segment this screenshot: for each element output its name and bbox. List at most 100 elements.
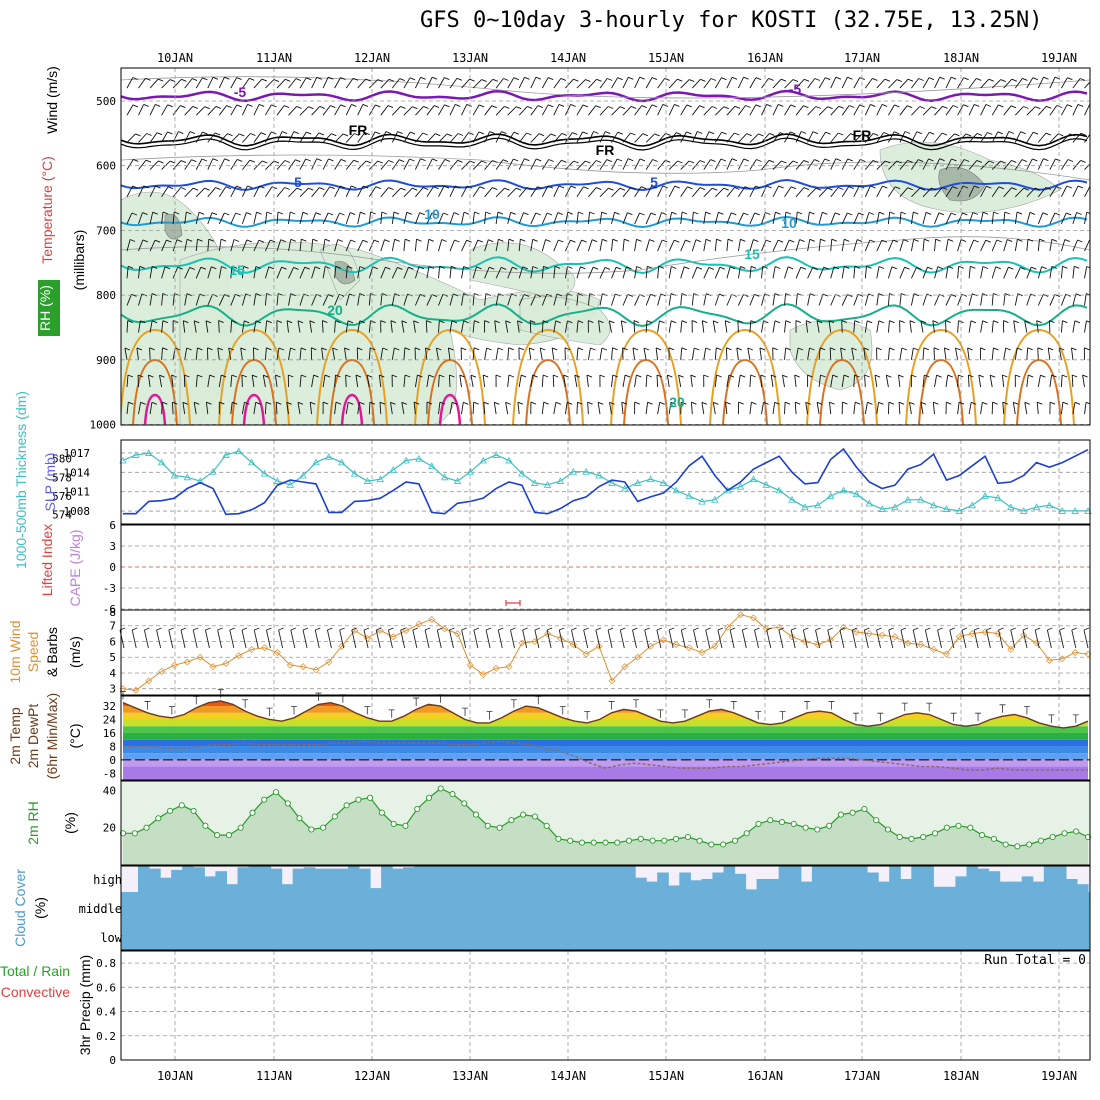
wind-barb-flag xyxy=(1048,347,1054,351)
wind-barb-flag xyxy=(508,347,514,351)
thickness-point xyxy=(852,490,861,498)
wind-barb xyxy=(633,320,636,333)
wind-barb-flag xyxy=(359,293,365,297)
wind-barb-flag xyxy=(247,103,253,107)
wind10-barb xyxy=(278,629,284,649)
wind-barb-flag xyxy=(208,238,214,242)
wind-barb-flag xyxy=(829,401,835,405)
wind-barb-flag xyxy=(370,347,376,351)
wind-barb-flag xyxy=(711,106,718,109)
wind-barb-flag xyxy=(745,105,751,108)
wind-barb-flag xyxy=(725,401,731,405)
wind-barb xyxy=(980,78,990,89)
wind-barb xyxy=(841,186,850,198)
wind-barb-flag xyxy=(177,266,183,270)
wind-barb-flag xyxy=(913,347,919,351)
cloud-high-bar xyxy=(513,866,526,892)
wind-barb xyxy=(1037,266,1043,279)
wind-barb xyxy=(322,212,329,225)
wind-barb-flag xyxy=(835,76,842,80)
wind-barb xyxy=(184,293,188,306)
wind-barb xyxy=(334,239,339,252)
wind-barb-flag xyxy=(954,133,960,137)
wind-barb xyxy=(1060,239,1066,252)
wind-barb-flag xyxy=(146,133,152,136)
wind-barb xyxy=(564,320,568,333)
wind-barb xyxy=(899,105,908,116)
y-tick-label: 0.4 xyxy=(96,1006,116,1019)
temp-minmax-bar xyxy=(266,707,273,717)
wind-barb-flag xyxy=(655,347,662,351)
wind-barb-flag xyxy=(215,105,222,109)
wind-barb-flag xyxy=(598,320,604,324)
wind-barb xyxy=(680,104,688,116)
wind10-barb-flag xyxy=(583,627,589,631)
wind-barb xyxy=(138,239,144,252)
wind-barb xyxy=(830,375,834,388)
temp-contour-5 xyxy=(121,178,1088,192)
wind-barb-flag xyxy=(537,105,544,109)
wind-barb xyxy=(887,293,890,306)
wind-barb xyxy=(334,374,336,388)
wind-barb-flag xyxy=(474,211,480,215)
thickness-point xyxy=(608,479,616,486)
wind-barb xyxy=(228,347,232,360)
wind-barb-flag xyxy=(140,401,146,405)
wind-barb xyxy=(311,375,315,388)
wind-barb xyxy=(597,402,601,415)
wind-barb xyxy=(703,187,713,198)
wind-barb xyxy=(172,160,182,170)
wind-barb-flag xyxy=(166,239,172,243)
wind-barb xyxy=(297,320,301,333)
temp-contour-25-loop xyxy=(905,328,977,425)
wind-barb-flag xyxy=(805,320,812,324)
temp-contour-20 xyxy=(121,303,1088,328)
wind-barb xyxy=(945,186,953,198)
rh2m-point xyxy=(696,837,703,844)
wind-barb xyxy=(643,347,647,360)
wind-barb xyxy=(795,160,805,170)
wind-barb-flag xyxy=(1045,132,1052,136)
rh2m-point xyxy=(202,822,209,829)
wind-barb-flag xyxy=(439,374,445,378)
wind10-barb-flag xyxy=(1071,627,1077,631)
wind-barb-flag xyxy=(385,131,392,135)
wind-barb-flag xyxy=(924,374,930,378)
wind-barb-flag xyxy=(913,238,919,242)
wind-barb-flag xyxy=(851,347,857,351)
wind-barb xyxy=(588,187,597,198)
wind-barb-flag xyxy=(128,401,134,405)
wind-barb-flag xyxy=(359,266,365,269)
wind-barb-flag xyxy=(677,78,683,82)
wind10-point xyxy=(415,620,423,628)
wind-barb-flag xyxy=(779,132,786,136)
wind-barb xyxy=(207,212,213,225)
wind-barb-flag xyxy=(463,266,469,269)
cloud-high-bar xyxy=(325,868,338,892)
axis-label-temp2m: 2m Temp xyxy=(7,707,23,765)
thickness-point xyxy=(466,467,475,475)
wind-barb xyxy=(276,78,286,89)
wind10-point xyxy=(685,644,693,652)
wind-barb-flag xyxy=(889,320,895,324)
wind-barb-flag xyxy=(224,158,230,162)
wind-barb xyxy=(299,374,302,388)
wind-barb xyxy=(830,77,837,89)
wind-barb-flag xyxy=(756,159,762,162)
wind-barb xyxy=(909,320,912,333)
wind-barb-flag xyxy=(189,266,195,270)
wind-barb xyxy=(622,266,627,279)
wind-barb xyxy=(749,159,757,170)
wind-barb-flag xyxy=(567,211,573,215)
wind-barb xyxy=(1014,78,1023,89)
wind-barb xyxy=(1084,185,1090,198)
wind-barb xyxy=(126,374,129,388)
wind-barb xyxy=(634,239,637,252)
wind-barb xyxy=(414,294,421,306)
cloud-high-bar xyxy=(568,866,581,892)
wind-barb-flag xyxy=(768,77,774,81)
wind-barb xyxy=(241,293,247,306)
wind10-barb xyxy=(241,629,247,649)
temp-minmax-bar xyxy=(730,701,737,710)
wind-barb-flag xyxy=(671,266,677,269)
